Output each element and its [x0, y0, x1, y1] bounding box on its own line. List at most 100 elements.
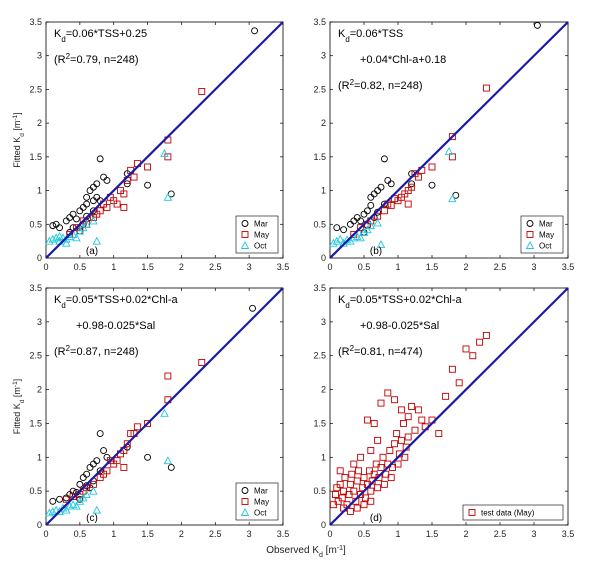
x-tick-label: 2	[179, 262, 184, 272]
data-point	[363, 207, 371, 215]
data-point	[62, 495, 70, 503]
panel-label: (a)	[86, 246, 98, 257]
data-point	[363, 416, 371, 424]
x-tick-label: 3	[247, 529, 252, 539]
data-point	[377, 183, 385, 191]
y-tick-label: 1	[321, 452, 326, 462]
data-point	[69, 493, 77, 501]
data-point	[442, 392, 450, 400]
data-point	[163, 456, 173, 465]
data-point	[113, 200, 121, 208]
x-tick-label: 3.5	[562, 262, 575, 272]
x-tick-label: 1.5	[426, 262, 439, 272]
x-tick-label: 0	[43, 529, 48, 539]
panel-label: (c)	[86, 513, 98, 524]
data-point	[408, 183, 416, 191]
data-point	[367, 487, 375, 495]
y-axis-label: Fitted Kd​ [m-1​]	[12, 379, 26, 434]
data-point	[357, 453, 365, 461]
data-point	[103, 203, 111, 211]
data-point	[380, 480, 388, 488]
data-point	[404, 200, 412, 208]
legend-box	[462, 504, 564, 521]
x-tick-label: 1	[395, 262, 400, 272]
x-tick-label: 1.5	[141, 529, 154, 539]
y-tick-label: 2.5	[313, 84, 326, 94]
legend-label: Oct	[254, 242, 267, 251]
data-point	[92, 236, 102, 245]
data-point	[448, 365, 456, 373]
y-tick-label: 3	[37, 51, 42, 61]
legend-label: Oct	[539, 242, 552, 251]
legend: Mar May Oct	[235, 215, 279, 254]
data-point	[448, 133, 456, 141]
data-point	[160, 149, 169, 157]
y-tick-label: 0.5	[313, 486, 326, 496]
data-point	[103, 177, 111, 184]
series-test-data-may-	[329, 331, 490, 515]
data-point	[414, 173, 422, 181]
data-point	[391, 396, 399, 404]
y-tick-label: 0	[37, 520, 42, 530]
x-tick-label: 1.5	[426, 529, 439, 539]
legend-label: May	[254, 498, 269, 507]
legend: Mar May Oct	[235, 482, 279, 521]
data-point	[336, 480, 344, 488]
legend-marker	[526, 220, 534, 227]
data-point	[62, 505, 71, 514]
scatter-panel-3: 0 0.5 1 1.5 2 2.5 3 3.5 0 0.5 1 1.5 2 2.5 3 3.5 Fitted K…	[12, 283, 290, 539]
data-point	[167, 463, 175, 471]
data-point	[397, 406, 405, 414]
data-point	[56, 224, 63, 232]
legend-label: Mar	[539, 220, 553, 229]
x-tick-label: 2.5	[494, 262, 507, 272]
data-point	[76, 495, 84, 503]
y-tick-label: 3.5	[313, 17, 326, 27]
data-point	[370, 419, 378, 427]
legend-marker	[526, 231, 534, 238]
y-tick-label: 1	[321, 186, 326, 196]
x-tick-label: 1	[395, 529, 400, 539]
y-tick-label: 3	[37, 317, 42, 327]
data-point	[404, 433, 412, 441]
data-point	[336, 467, 344, 475]
x-tick-label: 3	[531, 529, 536, 539]
x-tick-label: 0	[327, 529, 332, 539]
data-point	[73, 215, 80, 223]
equation-line: +0.04*Chl-a+0.18	[360, 54, 446, 66]
one-to-one-line	[45, 287, 284, 526]
y-tick-label: 2.5	[29, 84, 42, 94]
data-point	[350, 460, 358, 468]
legend-label: test data (May)	[481, 509, 535, 518]
data-point	[56, 495, 63, 503]
x-tick-label: 0.5	[358, 529, 371, 539]
data-point	[69, 487, 77, 495]
data-point	[100, 447, 108, 454]
x-tick-label: 2.5	[494, 529, 507, 539]
data-point	[387, 201, 395, 209]
data-point	[163, 192, 173, 201]
data-point	[45, 508, 54, 517]
data-point	[387, 180, 395, 188]
data-point	[49, 222, 57, 230]
legend-marker	[240, 508, 250, 516]
data-point	[249, 304, 256, 312]
data-point	[418, 416, 426, 424]
legend-box	[235, 215, 279, 254]
x-tick-label: 0	[327, 262, 332, 272]
legend-marker	[241, 498, 249, 505]
data-point	[48, 507, 58, 515]
y-tick-label: 3	[321, 317, 326, 327]
data-point	[96, 430, 104, 438]
series-oct	[45, 149, 173, 247]
data-point	[401, 453, 409, 461]
data-point	[397, 436, 405, 444]
y-tick-label: 0.5	[313, 219, 326, 229]
series-may	[350, 84, 490, 238]
data-point	[348, 470, 356, 478]
data-point	[394, 460, 402, 468]
data-point	[360, 501, 368, 509]
data-point	[353, 504, 361, 512]
data-point	[55, 231, 64, 240]
data-point	[469, 352, 477, 360]
